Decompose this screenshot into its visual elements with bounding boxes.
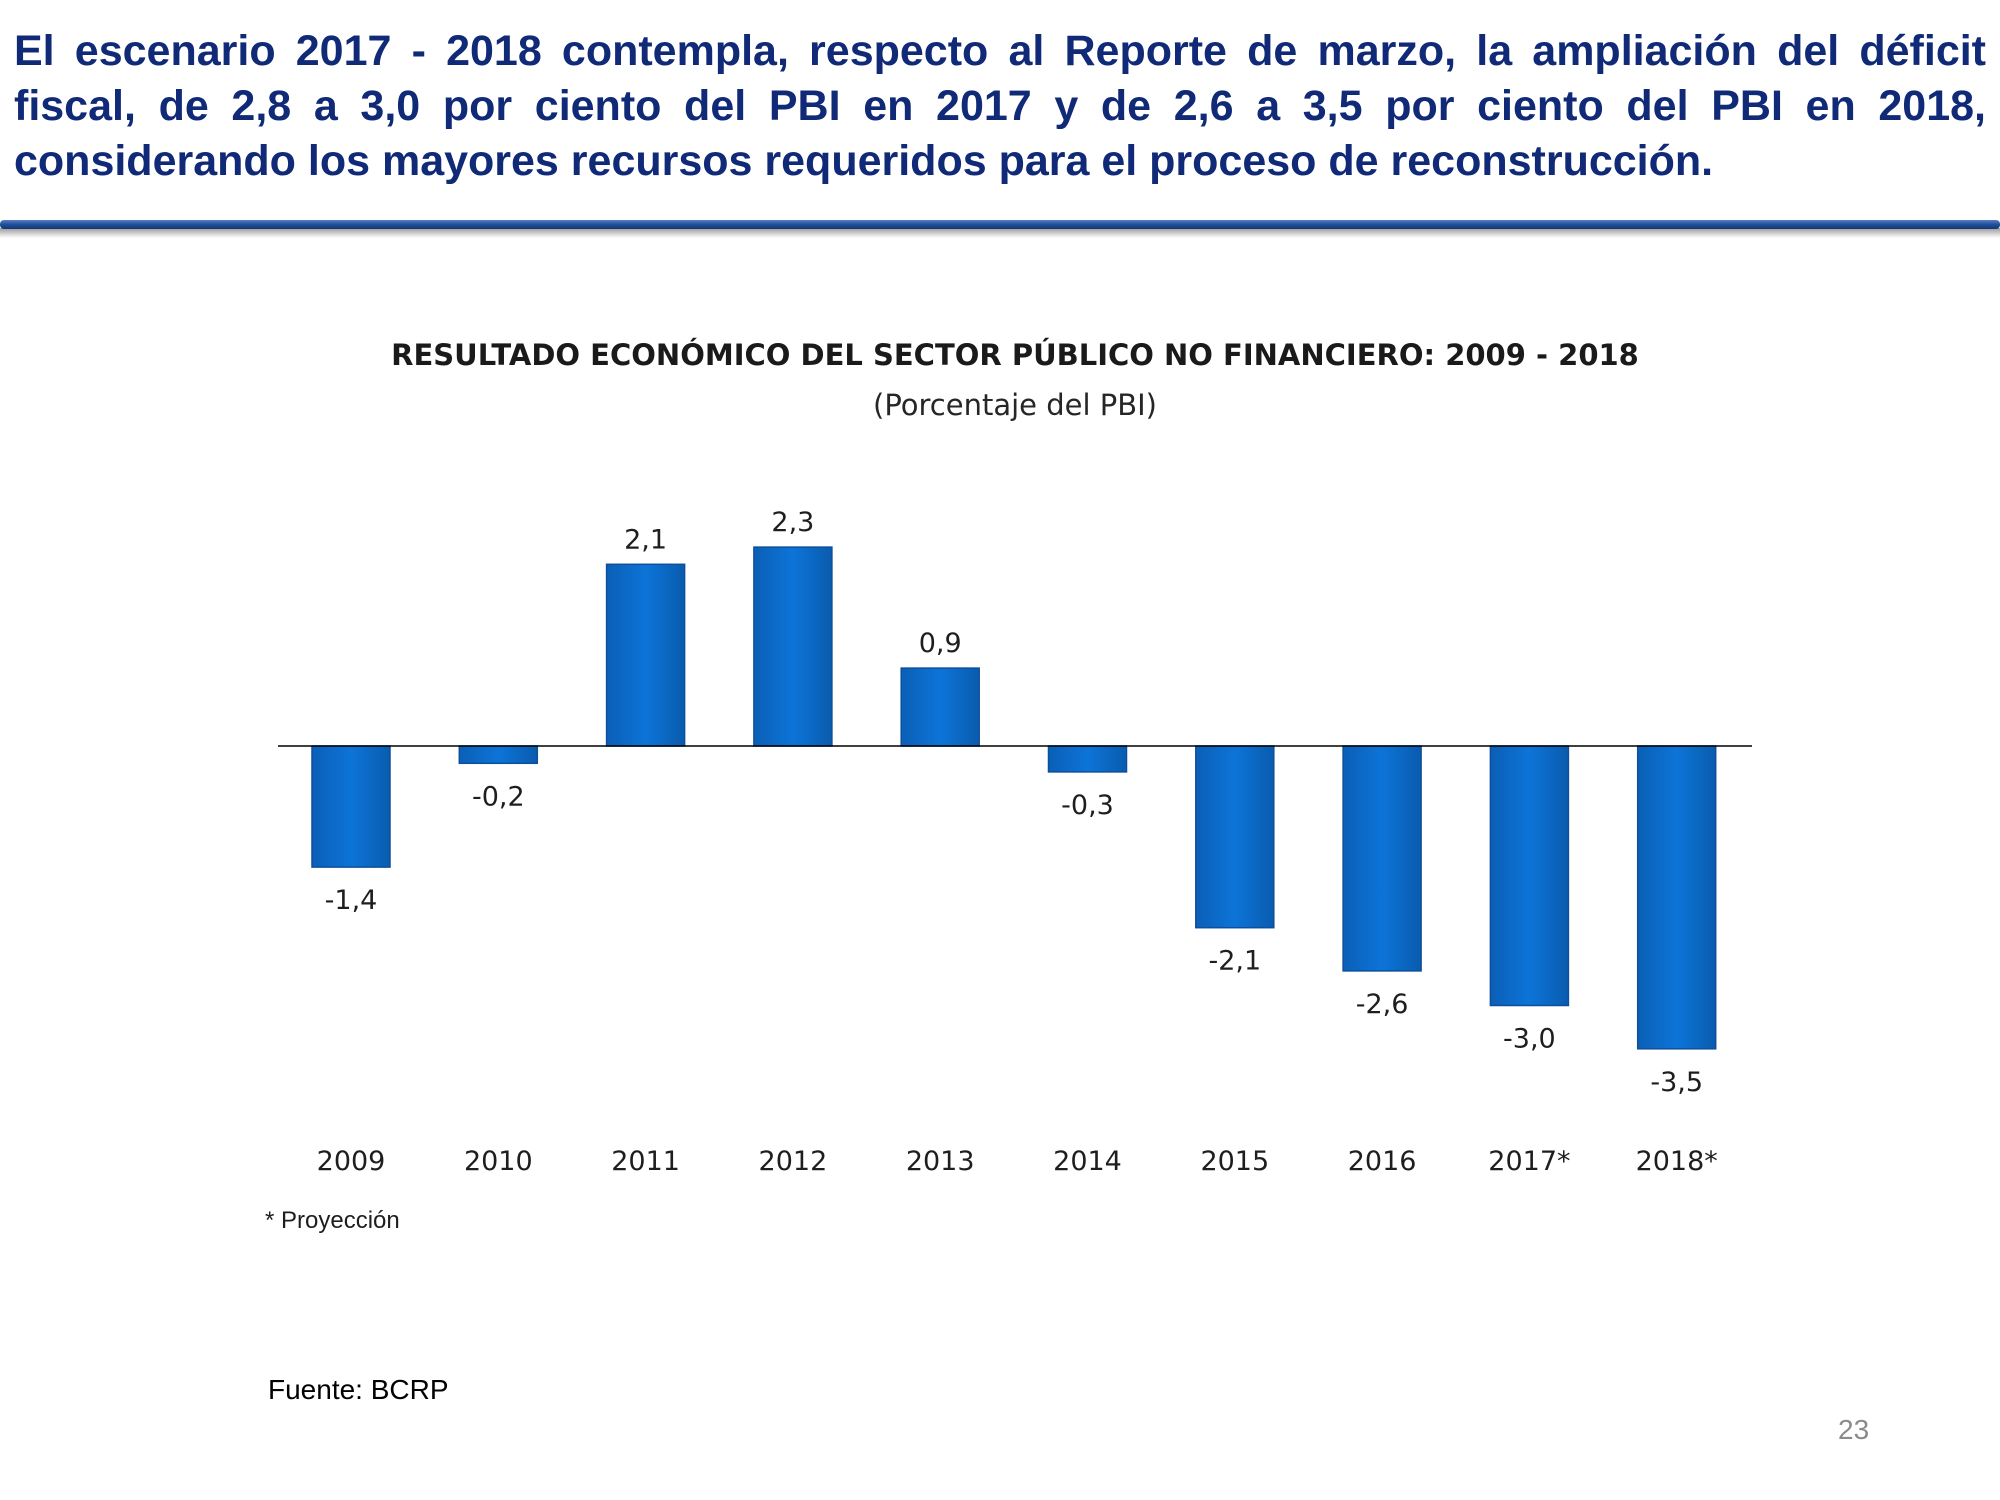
value-label-2018: -3,5 xyxy=(1650,1067,1703,1098)
value-label-2013: 0,9 xyxy=(919,628,962,659)
x-tick-label-2013: 2013 xyxy=(906,1146,975,1177)
x-tick-label-2018: 2018* xyxy=(1636,1146,1718,1177)
value-label-2014: -0,3 xyxy=(1061,790,1114,821)
value-label-2012: 2,3 xyxy=(771,507,814,538)
bar-2012 xyxy=(753,546,833,747)
x-tick-label-2016: 2016 xyxy=(1348,1146,1417,1177)
value-label-2011: 2,1 xyxy=(624,524,667,555)
bar-2015 xyxy=(1195,745,1275,929)
x-tick-label-2012: 2012 xyxy=(759,1146,828,1177)
bar-2018 xyxy=(1636,745,1717,1050)
bar-2013 xyxy=(900,667,980,747)
value-label-2015: -2,1 xyxy=(1208,946,1261,977)
slide-headline: El escenario 2017 - 2018 contempla, resp… xyxy=(14,27,1986,185)
value-label-2016: -2,6 xyxy=(1356,989,1409,1020)
x-tick-label-2015: 2015 xyxy=(1200,1146,1269,1177)
bar-2016 xyxy=(1342,745,1422,972)
chart-title: RESULTADO ECONÓMICO DEL SECTOR PÚBLICO N… xyxy=(391,338,1639,372)
value-label-2010: -0,2 xyxy=(472,781,525,812)
bar-2014 xyxy=(1047,745,1128,773)
source-note: Fuente: BCRP xyxy=(268,1374,449,1405)
x-tick-label-2011: 2011 xyxy=(611,1146,680,1177)
bar-2017 xyxy=(1489,745,1570,1007)
x-tick-label-2010: 2010 xyxy=(464,1146,533,1177)
value-label-2017: -3,0 xyxy=(1503,1024,1556,1055)
x-tick-label-2014: 2014 xyxy=(1053,1146,1122,1177)
bar-2010 xyxy=(458,745,539,765)
x-tick-label-2009: 2009 xyxy=(317,1146,386,1177)
page-number: 23 xyxy=(1838,1414,1870,1445)
bar-chart: RESULTADO ECONÓMICO DEL SECTOR PÚBLICO N… xyxy=(265,338,1752,1234)
bar-2009 xyxy=(311,745,391,868)
x-tick-label-2017: 2017* xyxy=(1488,1146,1570,1177)
value-label-2009: -1,4 xyxy=(325,885,378,916)
chart-subtitle: (Porcentaje del PBI) xyxy=(873,388,1157,422)
header-divider xyxy=(0,220,2000,238)
projection-footnote: * Proyección xyxy=(265,1207,400,1234)
bar-2011 xyxy=(605,563,686,747)
